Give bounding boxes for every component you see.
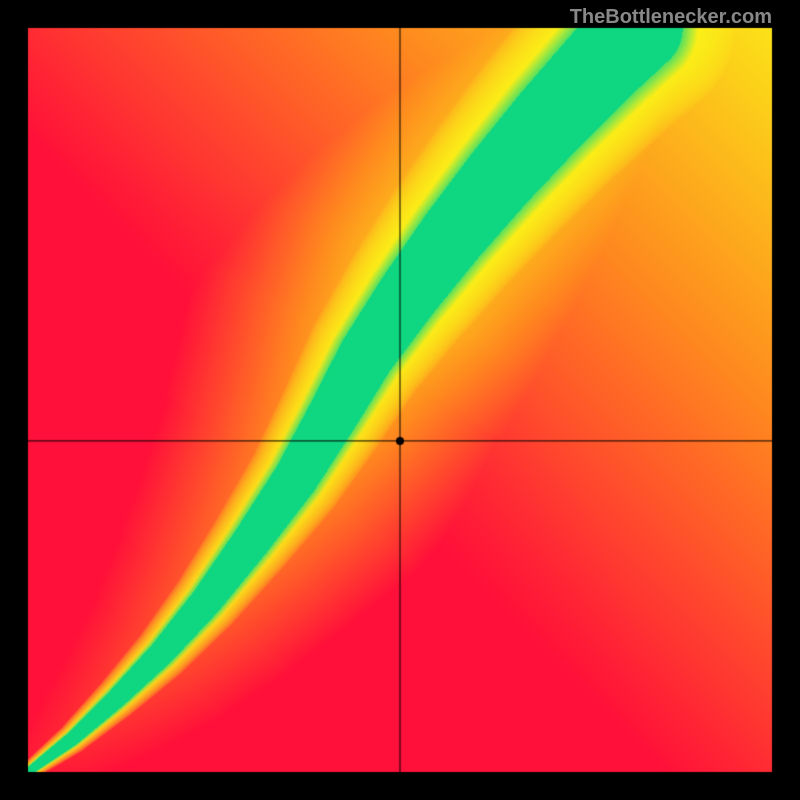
watermark-text: TheBottlenecker.com <box>570 6 772 29</box>
bottleneck-heatmap <box>0 0 800 800</box>
chart-container: TheBottlenecker.com <box>0 0 800 800</box>
